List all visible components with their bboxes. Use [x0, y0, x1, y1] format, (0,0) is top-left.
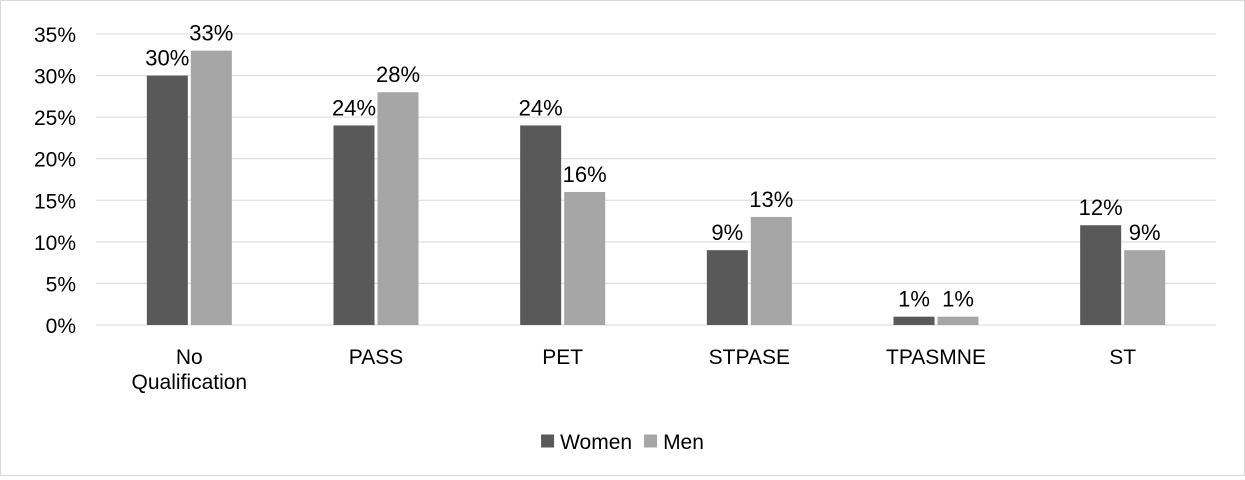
x-category-label: ST — [1109, 346, 1136, 369]
legend-swatch — [644, 434, 658, 448]
bar-women — [893, 316, 935, 325]
y-tick-label: 10% — [34, 232, 76, 255]
data-label-women: 12% — [1079, 195, 1123, 220]
bar-women — [520, 125, 562, 325]
x-category-label: STPASE — [709, 346, 790, 369]
data-label-women: 30% — [145, 46, 189, 71]
y-tick-label: 35% — [34, 24, 76, 47]
data-label-men: 16% — [563, 162, 607, 187]
y-tick-label: 0% — [46, 315, 76, 338]
legend: Women Men — [541, 431, 704, 454]
legend-item-women: Women — [541, 431, 632, 454]
gridlines — [96, 33, 1216, 326]
x-category-label: TPASMNE — [886, 346, 986, 369]
y-tick-label: 25% — [34, 107, 76, 130]
bar-men — [377, 92, 419, 325]
data-label-men: 33% — [189, 21, 233, 46]
bar-men — [1124, 250, 1166, 325]
data-labels: 30%33%24%28%24%16%9%13%1% 1%12%9% — [145, 21, 1160, 312]
y-tick-label: 20% — [34, 149, 76, 172]
bar-women — [1080, 225, 1122, 325]
data-label-women: 9% — [711, 220, 743, 245]
data-label-women: 24% — [332, 95, 376, 120]
data-label-men: 1% — [942, 287, 974, 312]
data-label-men: 13% — [749, 187, 793, 212]
y-tick-label: 5% — [46, 273, 76, 296]
x-category-label: PASS — [349, 346, 403, 369]
legend-item-men: Men — [644, 431, 704, 454]
bar-women — [146, 75, 188, 325]
bar-men — [190, 50, 232, 325]
legend-label: Women — [560, 431, 632, 454]
bar-men — [564, 191, 606, 325]
data-label-women: 24% — [519, 95, 563, 120]
x-category-label: PET — [542, 346, 583, 369]
x-category-label: Qualification — [132, 371, 248, 394]
x-category-label: No — [176, 346, 203, 369]
bar-men — [937, 316, 979, 325]
y-axis-ticks: 0% 5% 10% 15% 20% 25% 30% 35% — [34, 24, 76, 338]
data-label-men: 9% — [1129, 220, 1161, 245]
y-tick-label: 30% — [34, 66, 76, 89]
data-label-men: 28% — [376, 62, 420, 87]
data-label-women: 1% — [898, 287, 930, 312]
bars — [146, 50, 1166, 325]
legend-swatch — [541, 434, 555, 448]
bar-men — [750, 216, 792, 325]
bar-women — [706, 250, 748, 325]
y-tick-label: 15% — [34, 190, 76, 213]
legend-label: Men — [663, 431, 704, 454]
bar-women — [333, 125, 375, 325]
